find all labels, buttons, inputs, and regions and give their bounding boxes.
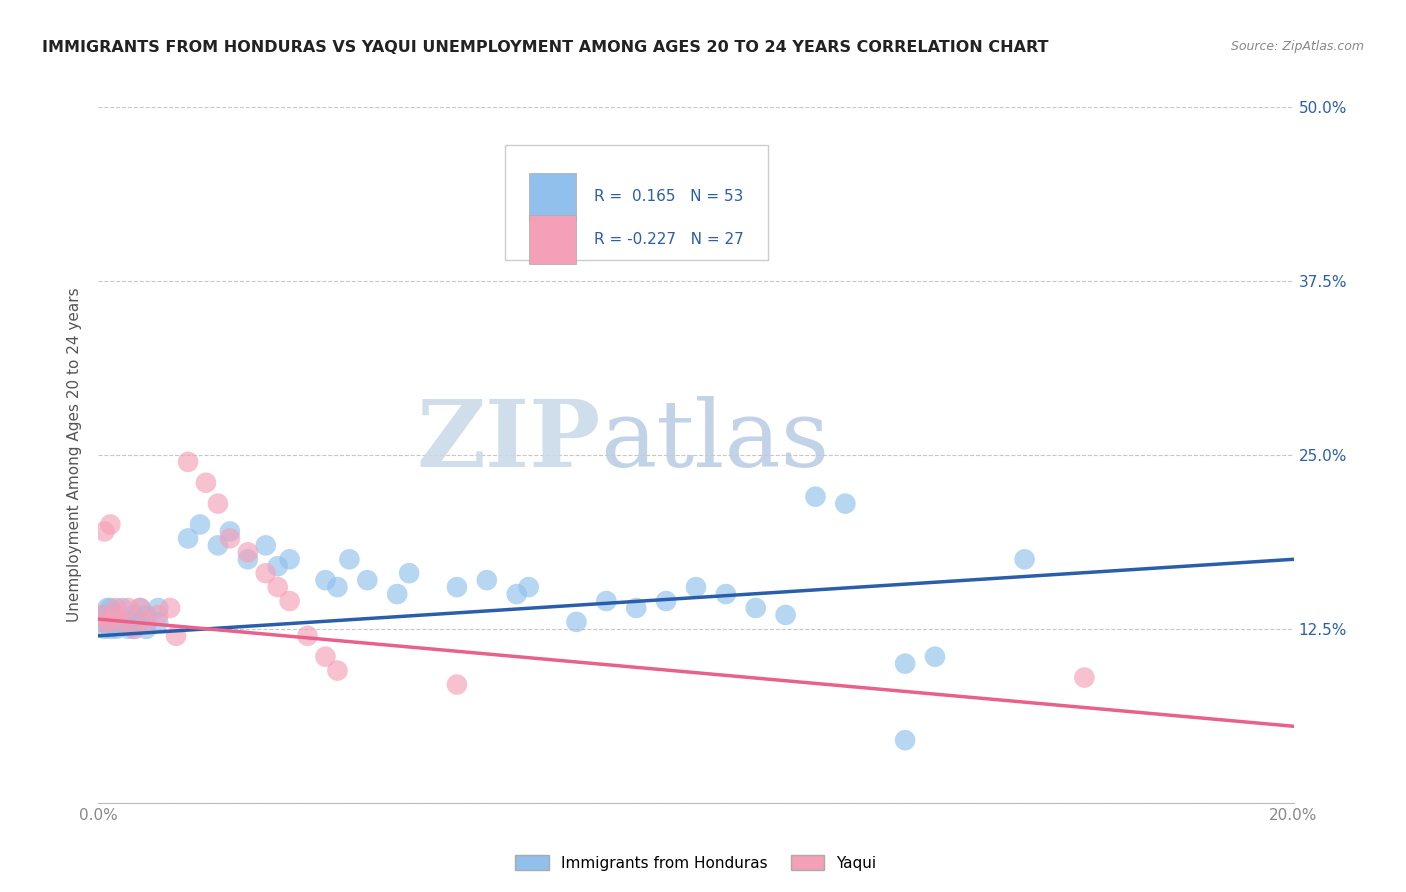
Text: R =  0.165   N = 53: R = 0.165 N = 53 [595, 189, 744, 204]
Point [105, 615, 128, 629]
Point [159, 601, 181, 615]
Text: IMMIGRANTS FROM HONDURAS VS YAQUI UNEMPLOYMENT AMONG AGES 20 TO 24 YEARS CORRELA: IMMIGRANTS FROM HONDURAS VS YAQUI UNEMPL… [42, 40, 1049, 55]
Point [105, 601, 128, 615]
Point [135, 607, 157, 622]
Point [96, 601, 118, 615]
Point [446, 580, 468, 594]
Point [267, 559, 290, 574]
Point [685, 580, 707, 594]
Point [124, 607, 146, 622]
Point [267, 580, 290, 594]
Point [254, 538, 277, 552]
Point [446, 677, 468, 691]
Point [894, 733, 917, 747]
Point [98, 615, 122, 629]
Point [626, 601, 648, 615]
Point [148, 601, 170, 615]
Point [129, 601, 152, 615]
Point [98, 615, 122, 629]
Point [356, 573, 378, 587]
Legend: Immigrants from Honduras, Yaqui: Immigrants from Honduras, Yaqui [509, 848, 883, 877]
Bar [529, 173, 576, 221]
Text: atlas: atlas [600, 396, 830, 486]
Point [98, 601, 122, 615]
Point [894, 657, 917, 671]
Point [98, 622, 122, 636]
Point [111, 615, 134, 629]
Point [236, 545, 259, 559]
Point [219, 532, 242, 546]
Point [315, 573, 337, 587]
Point [117, 601, 139, 615]
Point [278, 594, 301, 608]
FancyBboxPatch shape [505, 145, 768, 260]
Point [111, 601, 134, 615]
Point [924, 649, 946, 664]
Point [565, 204, 588, 219]
Point [297, 629, 319, 643]
Text: R = -0.227   N = 27: R = -0.227 N = 27 [595, 232, 744, 247]
Point [117, 622, 139, 636]
Text: Source: ZipAtlas.com: Source: ZipAtlas.com [1230, 40, 1364, 54]
Text: ZIP: ZIP [416, 396, 600, 486]
Point [207, 497, 229, 511]
Point [385, 587, 409, 601]
Point [326, 664, 349, 678]
Point [834, 497, 856, 511]
Point [105, 607, 128, 622]
Point [124, 622, 146, 636]
Point [177, 455, 200, 469]
Point [804, 490, 827, 504]
Point [326, 580, 349, 594]
Point [124, 622, 146, 636]
Point [111, 615, 134, 629]
Point [398, 566, 420, 581]
Point [655, 594, 678, 608]
Point [93, 615, 115, 629]
Point [188, 517, 211, 532]
Point [339, 552, 361, 566]
Point [105, 622, 128, 636]
Y-axis label: Unemployment Among Ages 20 to 24 years: Unemployment Among Ages 20 to 24 years [67, 287, 83, 623]
Point [714, 587, 737, 601]
Point [129, 615, 152, 629]
Point [93, 607, 115, 622]
Point [129, 601, 152, 615]
Point [195, 475, 218, 490]
Point [135, 622, 157, 636]
Point [254, 566, 277, 581]
Point [135, 615, 157, 629]
Point [506, 587, 529, 601]
Point [278, 552, 301, 566]
Point [565, 615, 588, 629]
Point [1073, 671, 1095, 685]
Point [475, 573, 498, 587]
Point [236, 552, 259, 566]
Point [775, 607, 797, 622]
Point [148, 615, 170, 629]
Point [105, 607, 128, 622]
Point [90, 607, 112, 622]
Point [93, 622, 115, 636]
Point [90, 615, 112, 629]
Bar [529, 215, 576, 264]
Point [93, 524, 115, 539]
Point [517, 580, 540, 594]
Point [1014, 552, 1036, 566]
Point [117, 615, 139, 629]
Point [98, 517, 122, 532]
Point [207, 538, 229, 552]
Point [315, 649, 337, 664]
Point [148, 607, 170, 622]
Point [165, 629, 187, 643]
Point [219, 524, 242, 539]
Point [177, 532, 200, 546]
Point [595, 594, 617, 608]
Point [745, 601, 768, 615]
